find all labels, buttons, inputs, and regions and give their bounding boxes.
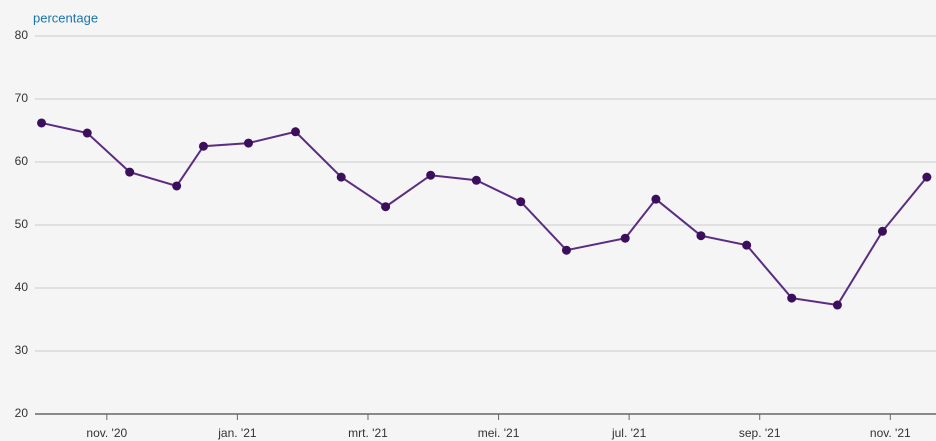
data-point (336, 172, 346, 182)
data-point (620, 233, 630, 243)
data-point (125, 167, 135, 177)
data-point (291, 127, 301, 137)
data-point (832, 300, 842, 310)
x-tick-label: jul. '21 (611, 426, 647, 440)
data-point (516, 197, 526, 207)
data-point (696, 231, 706, 241)
y-tick-label: 80 (15, 28, 29, 42)
y-tick-label: 30 (15, 343, 29, 357)
y-tick-label: 60 (15, 154, 29, 168)
data-point (243, 138, 253, 148)
data-point (877, 226, 887, 236)
x-tick-label: sep. '21 (739, 426, 781, 440)
data-point (198, 141, 208, 151)
data-point (37, 118, 47, 128)
x-tick-label: nov. '20 (86, 426, 127, 440)
data-point (82, 128, 92, 138)
data-point (471, 175, 481, 185)
data-point (561, 245, 571, 255)
y-tick-label: 50 (15, 217, 29, 231)
x-tick-label: jan. '21 (217, 426, 257, 440)
y-tick-label: 40 (15, 280, 29, 294)
data-point (651, 194, 661, 204)
data-point (426, 170, 436, 180)
y-axis-label: percentage (33, 10, 98, 25)
data-point (922, 172, 932, 182)
y-tick-label: 20 (15, 406, 29, 420)
data-point (381, 202, 391, 212)
data-point (172, 181, 182, 191)
x-tick-label: nov. '21 (870, 426, 911, 440)
data-point (787, 293, 797, 303)
data-point (742, 240, 752, 250)
y-tick-label: 70 (15, 91, 29, 105)
x-tick-label: mei. '21 (478, 426, 520, 440)
x-tick-label: mrt. '21 (348, 426, 388, 440)
